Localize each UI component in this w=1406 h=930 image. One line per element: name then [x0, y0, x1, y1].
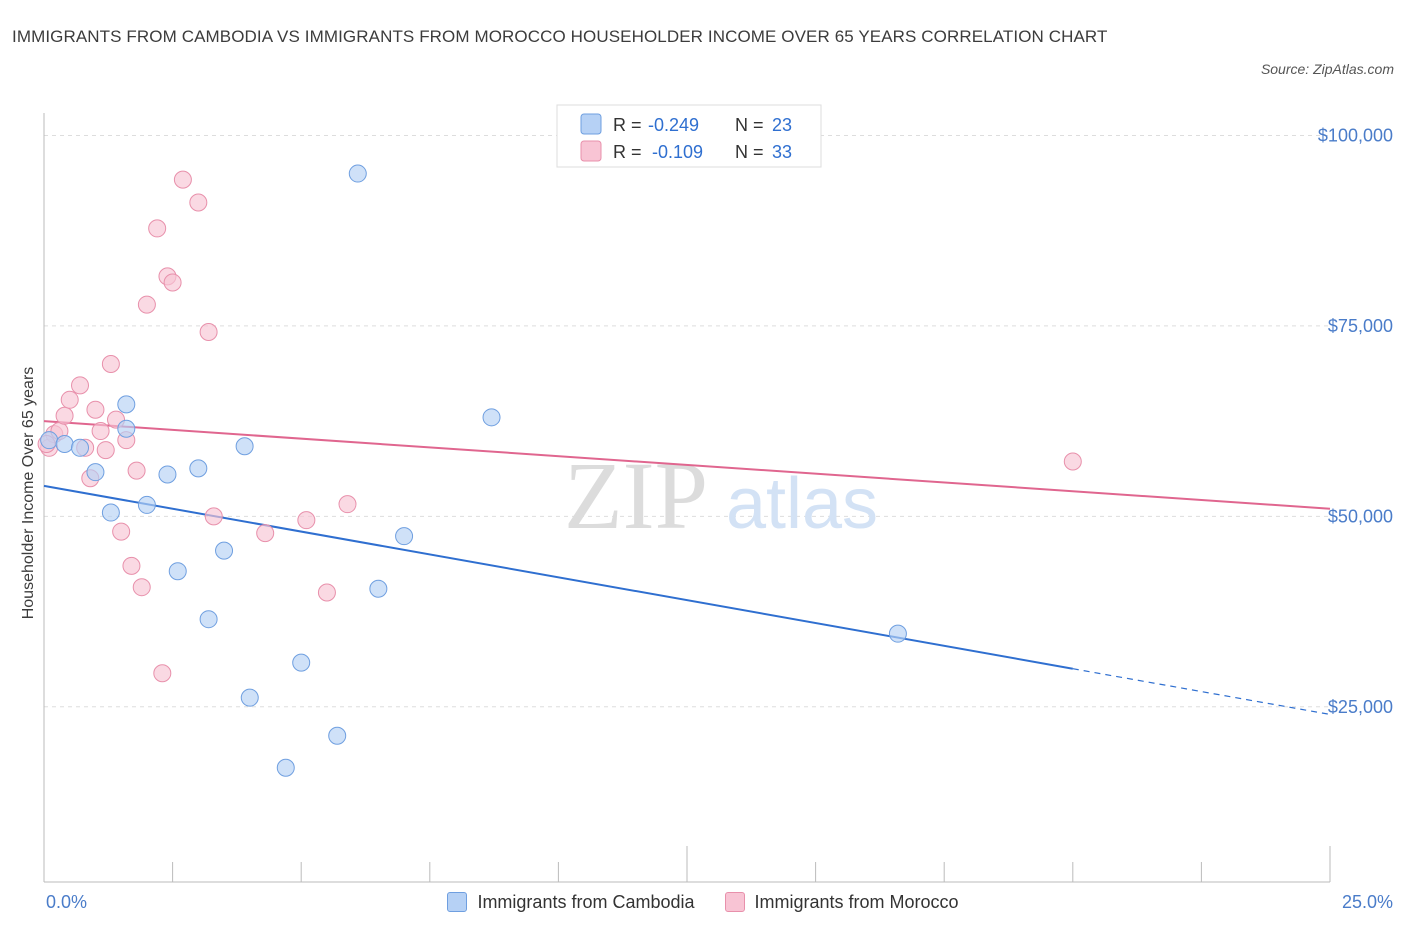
morocco-point	[148, 219, 167, 238]
y-tick-labels: $25,000 $50,000 $75,000 $100,000	[1318, 125, 1393, 716]
morocco-point	[137, 295, 156, 314]
morocco-point	[153, 664, 172, 683]
cambodia-point	[369, 579, 388, 598]
morocco-trend-line	[43, 420, 1331, 510]
morocco-point	[189, 193, 208, 212]
morocco-point	[127, 461, 146, 480]
morocco-point	[91, 422, 110, 441]
legend-n-value: 23	[772, 115, 792, 135]
axes	[43, 113, 1331, 883]
cambodia-point	[199, 610, 218, 629]
legend-label-cambodia: Immigrants from Cambodia	[477, 891, 695, 912]
cambodia-point	[189, 459, 208, 478]
cambodia-trend-extension	[1072, 668, 1331, 716]
cambodia-point	[137, 495, 156, 514]
watermark-zip: ZIP	[564, 442, 708, 549]
legend-swatch-cambodia	[580, 113, 602, 135]
legend-r-value: -0.249	[648, 115, 699, 135]
morocco-point	[338, 495, 357, 514]
cambodia-point	[101, 503, 120, 522]
cambodia-trend-line	[43, 484, 1073, 670]
cambodia-point	[158, 465, 177, 484]
cambodia-point	[117, 419, 136, 438]
legend-r-label: R =	[613, 142, 642, 162]
morocco-point	[122, 556, 141, 575]
data-points	[37, 164, 1082, 777]
cambodia-point	[168, 562, 187, 581]
morocco-point	[96, 441, 115, 460]
cambodia-point	[348, 164, 367, 183]
cambodia-point	[55, 434, 74, 453]
morocco-point	[112, 522, 131, 541]
morocco-point	[173, 170, 192, 189]
morocco-point	[55, 406, 74, 425]
morocco-point	[71, 376, 90, 395]
morocco-point	[204, 507, 223, 526]
cambodia-point	[292, 653, 311, 672]
y-tick-label: $75,000	[1328, 316, 1393, 336]
cambodia-point	[71, 438, 90, 457]
cambodia-point	[395, 527, 414, 546]
correlation-legend: R = -0.249 N = 23 R = -0.109 N = 33	[556, 104, 822, 168]
x-tick-label: 25.0%	[1342, 892, 1393, 912]
cambodia-point	[276, 758, 295, 777]
morocco-point	[256, 524, 275, 543]
y-tick-label: $100,000	[1318, 125, 1393, 145]
cambodia-point	[888, 624, 907, 643]
legend-swatch-morocco	[580, 140, 602, 162]
morocco-point	[86, 400, 105, 419]
morocco-point	[297, 511, 316, 530]
morocco-point	[1063, 452, 1082, 471]
source-label: Source: ZipAtlas.com	[1260, 61, 1394, 77]
y-axis-label: Householder Income Over 65 years	[20, 367, 37, 620]
morocco-point	[60, 390, 79, 409]
y-tick-label: $25,000	[1328, 697, 1393, 717]
cambodia-point	[86, 463, 105, 482]
legend-item-morocco: Immigrants from Morocco	[724, 891, 959, 913]
legend-n-label: N =	[735, 142, 764, 162]
trend-lines	[43, 420, 1331, 716]
watermark-atlas: atlas	[726, 464, 878, 544]
legend-r-label: R =	[613, 115, 642, 135]
morocco-point	[163, 273, 182, 292]
cambodia-point	[235, 437, 254, 456]
chart-title: IMMIGRANTS FROM CAMBODIA VS IMMIGRANTS F…	[12, 27, 1108, 46]
legend-item-cambodia: Immigrants from Cambodia	[447, 891, 695, 913]
morocco-point	[317, 583, 336, 602]
grid-lines	[44, 134, 1330, 708]
legend-r-value: -0.109	[652, 142, 703, 162]
cambodia-point	[40, 431, 59, 450]
cambodia-point	[117, 395, 136, 414]
legend-swatch-cambodia	[447, 892, 468, 912]
legend-swatch-morocco	[724, 892, 745, 912]
cambodia-point	[482, 408, 501, 427]
cambodia-point	[215, 541, 234, 560]
legend-n-label: N =	[735, 115, 764, 135]
morocco-point	[132, 578, 151, 597]
watermark: ZIP atlas	[564, 442, 878, 549]
morocco-point	[101, 355, 120, 373]
y-tick-label: $50,000	[1328, 506, 1393, 526]
cambodia-point	[240, 688, 259, 707]
series-legend: Immigrants from Cambodia Immigrants from…	[0, 888, 1406, 916]
x-tick-label: 0.0%	[46, 892, 87, 912]
cambodia-point	[328, 726, 347, 745]
morocco-point	[199, 323, 218, 342]
x-tick-labels: 0.0% 25.0%	[46, 892, 1393, 912]
legend-n-value: 33	[772, 142, 792, 162]
legend-label-morocco: Immigrants from Morocco	[754, 891, 959, 912]
